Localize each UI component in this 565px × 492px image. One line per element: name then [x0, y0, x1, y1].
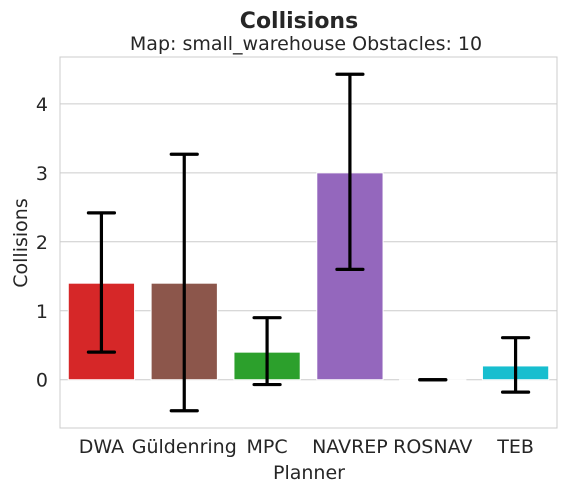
x-tick-label: Güldenring — [132, 436, 237, 458]
error-bar — [335, 72, 365, 271]
x-axis-label: Planner — [273, 462, 345, 484]
error-bar — [169, 152, 199, 413]
error-bar — [86, 211, 117, 354]
y-tick-label: 0 — [36, 370, 48, 392]
chart-subtitle: Map: small_warehouse Obstacles: 10 — [130, 33, 482, 55]
error-bars — [86, 72, 531, 413]
bars — [67, 172, 550, 381]
error-bar — [500, 336, 531, 394]
x-tick-label: MPC — [247, 436, 288, 458]
y-tick-label: 1 — [36, 301, 48, 323]
x-tick-label: NAVREP — [312, 436, 388, 458]
x-tick-labels: DWA Güldenring MPC NAVREP ROSNAV TEB — [79, 436, 534, 458]
y-axis-label: Collisions — [10, 198, 32, 287]
x-tick-label: ROSNAV — [393, 436, 472, 458]
gridlines — [60, 103, 557, 381]
x-tick-label: DWA — [79, 436, 124, 458]
y-tick-label: 3 — [36, 163, 48, 185]
y-tick-label: 2 — [36, 232, 48, 254]
error-bar — [252, 316, 282, 387]
y-tick-label: 4 — [36, 94, 48, 116]
plot-frame — [59, 56, 558, 429]
x-tick-label: TEB — [496, 436, 534, 458]
y-tick-labels: 0 1 2 3 4 — [36, 94, 48, 392]
chart-title: Collisions — [240, 9, 358, 34]
